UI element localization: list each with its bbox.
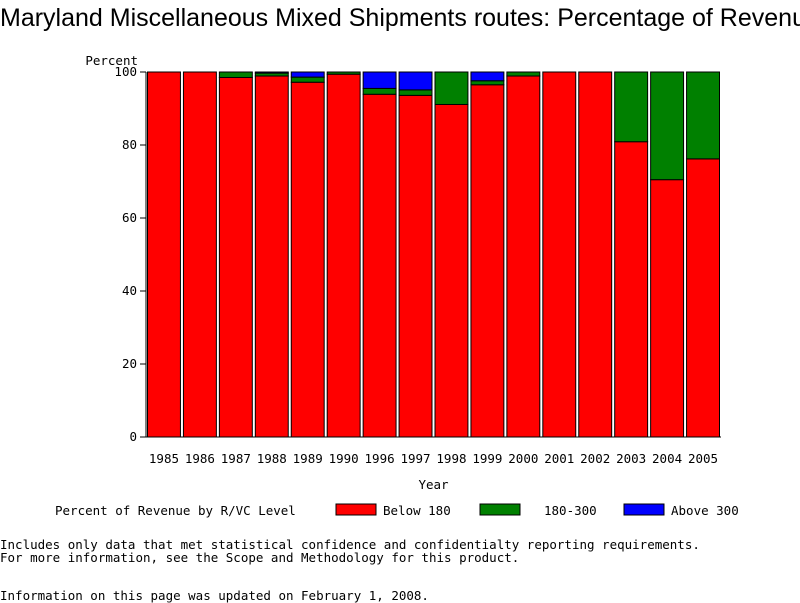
legend-swatch-below-180 xyxy=(335,503,377,516)
bar-180-300-1998 xyxy=(434,71,469,105)
x-axis-label: Year xyxy=(418,477,449,492)
x-tick-label: 1985 xyxy=(149,451,179,466)
legend-label: Below 180 xyxy=(383,503,451,518)
data-note: Includes only data that met statistical … xyxy=(0,537,700,552)
legend-title: Percent of Revenue by R/VC Level xyxy=(55,503,296,518)
bar-above-300-1989 xyxy=(290,71,325,78)
x-tick-label: 1996 xyxy=(365,451,395,466)
bar-below-180-2005 xyxy=(686,158,720,438)
methodology-note: For more information, see the Scope and … xyxy=(0,550,520,565)
x-tick-label: 1988 xyxy=(257,451,287,466)
bar-below-180-1996 xyxy=(362,93,397,438)
x-tick-label: 2002 xyxy=(580,451,610,466)
stacked-bar-chart: Percent 1985 1986 1987 1988 1989 1990 1996 1997 1… xyxy=(55,53,739,518)
bar-below-180-1986 xyxy=(182,71,217,438)
y-axis-label: Percent xyxy=(85,53,138,68)
x-tick-label: 2003 xyxy=(616,451,646,466)
bar-above-300-1999 xyxy=(470,71,505,82)
y-tick-label: 0 xyxy=(129,429,137,444)
bar-180-300-2005 xyxy=(686,71,720,160)
bar-180-300-1996 xyxy=(362,87,397,95)
bar-above-300-1997 xyxy=(398,71,433,91)
x-tick-label: 2000 xyxy=(508,451,538,466)
bar-below-180-2004 xyxy=(650,179,685,438)
bar-below-180-1988 xyxy=(254,75,289,438)
bar-180-300-1999 xyxy=(470,80,505,86)
y-tick-label: 80 xyxy=(122,137,137,152)
bar-180-300-1997 xyxy=(398,89,433,96)
x-tick-label: 2004 xyxy=(652,451,682,466)
y-tick-label: 100 xyxy=(114,64,137,79)
bar-180-300-2000 xyxy=(506,71,541,77)
x-tick-label: 2001 xyxy=(544,451,574,466)
bar-below-180-2003 xyxy=(614,141,649,438)
bar-180-300-2004 xyxy=(650,71,685,181)
bar-below-180-1990 xyxy=(326,73,361,438)
x-tick-label: 1987 xyxy=(221,451,251,466)
chart-title: Maryland Miscellaneous Mixed Shipments r… xyxy=(0,4,800,32)
legend-label: Above 300 xyxy=(671,503,739,518)
bar-below-180-2000 xyxy=(506,75,541,438)
bar-180-300-1990 xyxy=(326,71,361,75)
bar-below-180-1997 xyxy=(398,94,433,438)
bar-below-180-1989 xyxy=(290,81,325,438)
x-tick-label: 1990 xyxy=(329,451,359,466)
bar-180-300-1987 xyxy=(218,71,253,78)
x-tick-label: 1989 xyxy=(293,451,323,466)
x-tick-label: 1998 xyxy=(436,451,466,466)
bar-180-300-1989 xyxy=(290,76,325,83)
legend-label: 180-300 xyxy=(544,503,597,518)
x-tick-label: 1986 xyxy=(185,451,215,466)
bar-below-180-2001 xyxy=(542,71,577,438)
y-tick-label: 40 xyxy=(122,283,137,298)
bar-below-180-1985 xyxy=(147,71,181,438)
y-tick-label: 20 xyxy=(122,356,137,371)
y-tick-label: 60 xyxy=(122,210,137,225)
legend-swatch-180-300 xyxy=(479,503,521,516)
updated-note: Information on this page was updated on … xyxy=(0,588,429,603)
bar-below-180-2002 xyxy=(578,71,613,438)
x-tick-label: 2005 xyxy=(688,451,718,466)
bar-below-180-1998 xyxy=(434,103,469,438)
x-tick-label: 1997 xyxy=(400,451,430,466)
x-tick-label: 1999 xyxy=(472,451,502,466)
bar-180-300-2003 xyxy=(614,71,649,143)
bar-above-300-1988 xyxy=(254,71,289,74)
legend-swatch-above-300 xyxy=(623,503,665,516)
bar-below-180-1987 xyxy=(218,76,253,438)
bar-below-180-1999 xyxy=(470,84,505,438)
bar-above-300-1996 xyxy=(362,71,397,89)
